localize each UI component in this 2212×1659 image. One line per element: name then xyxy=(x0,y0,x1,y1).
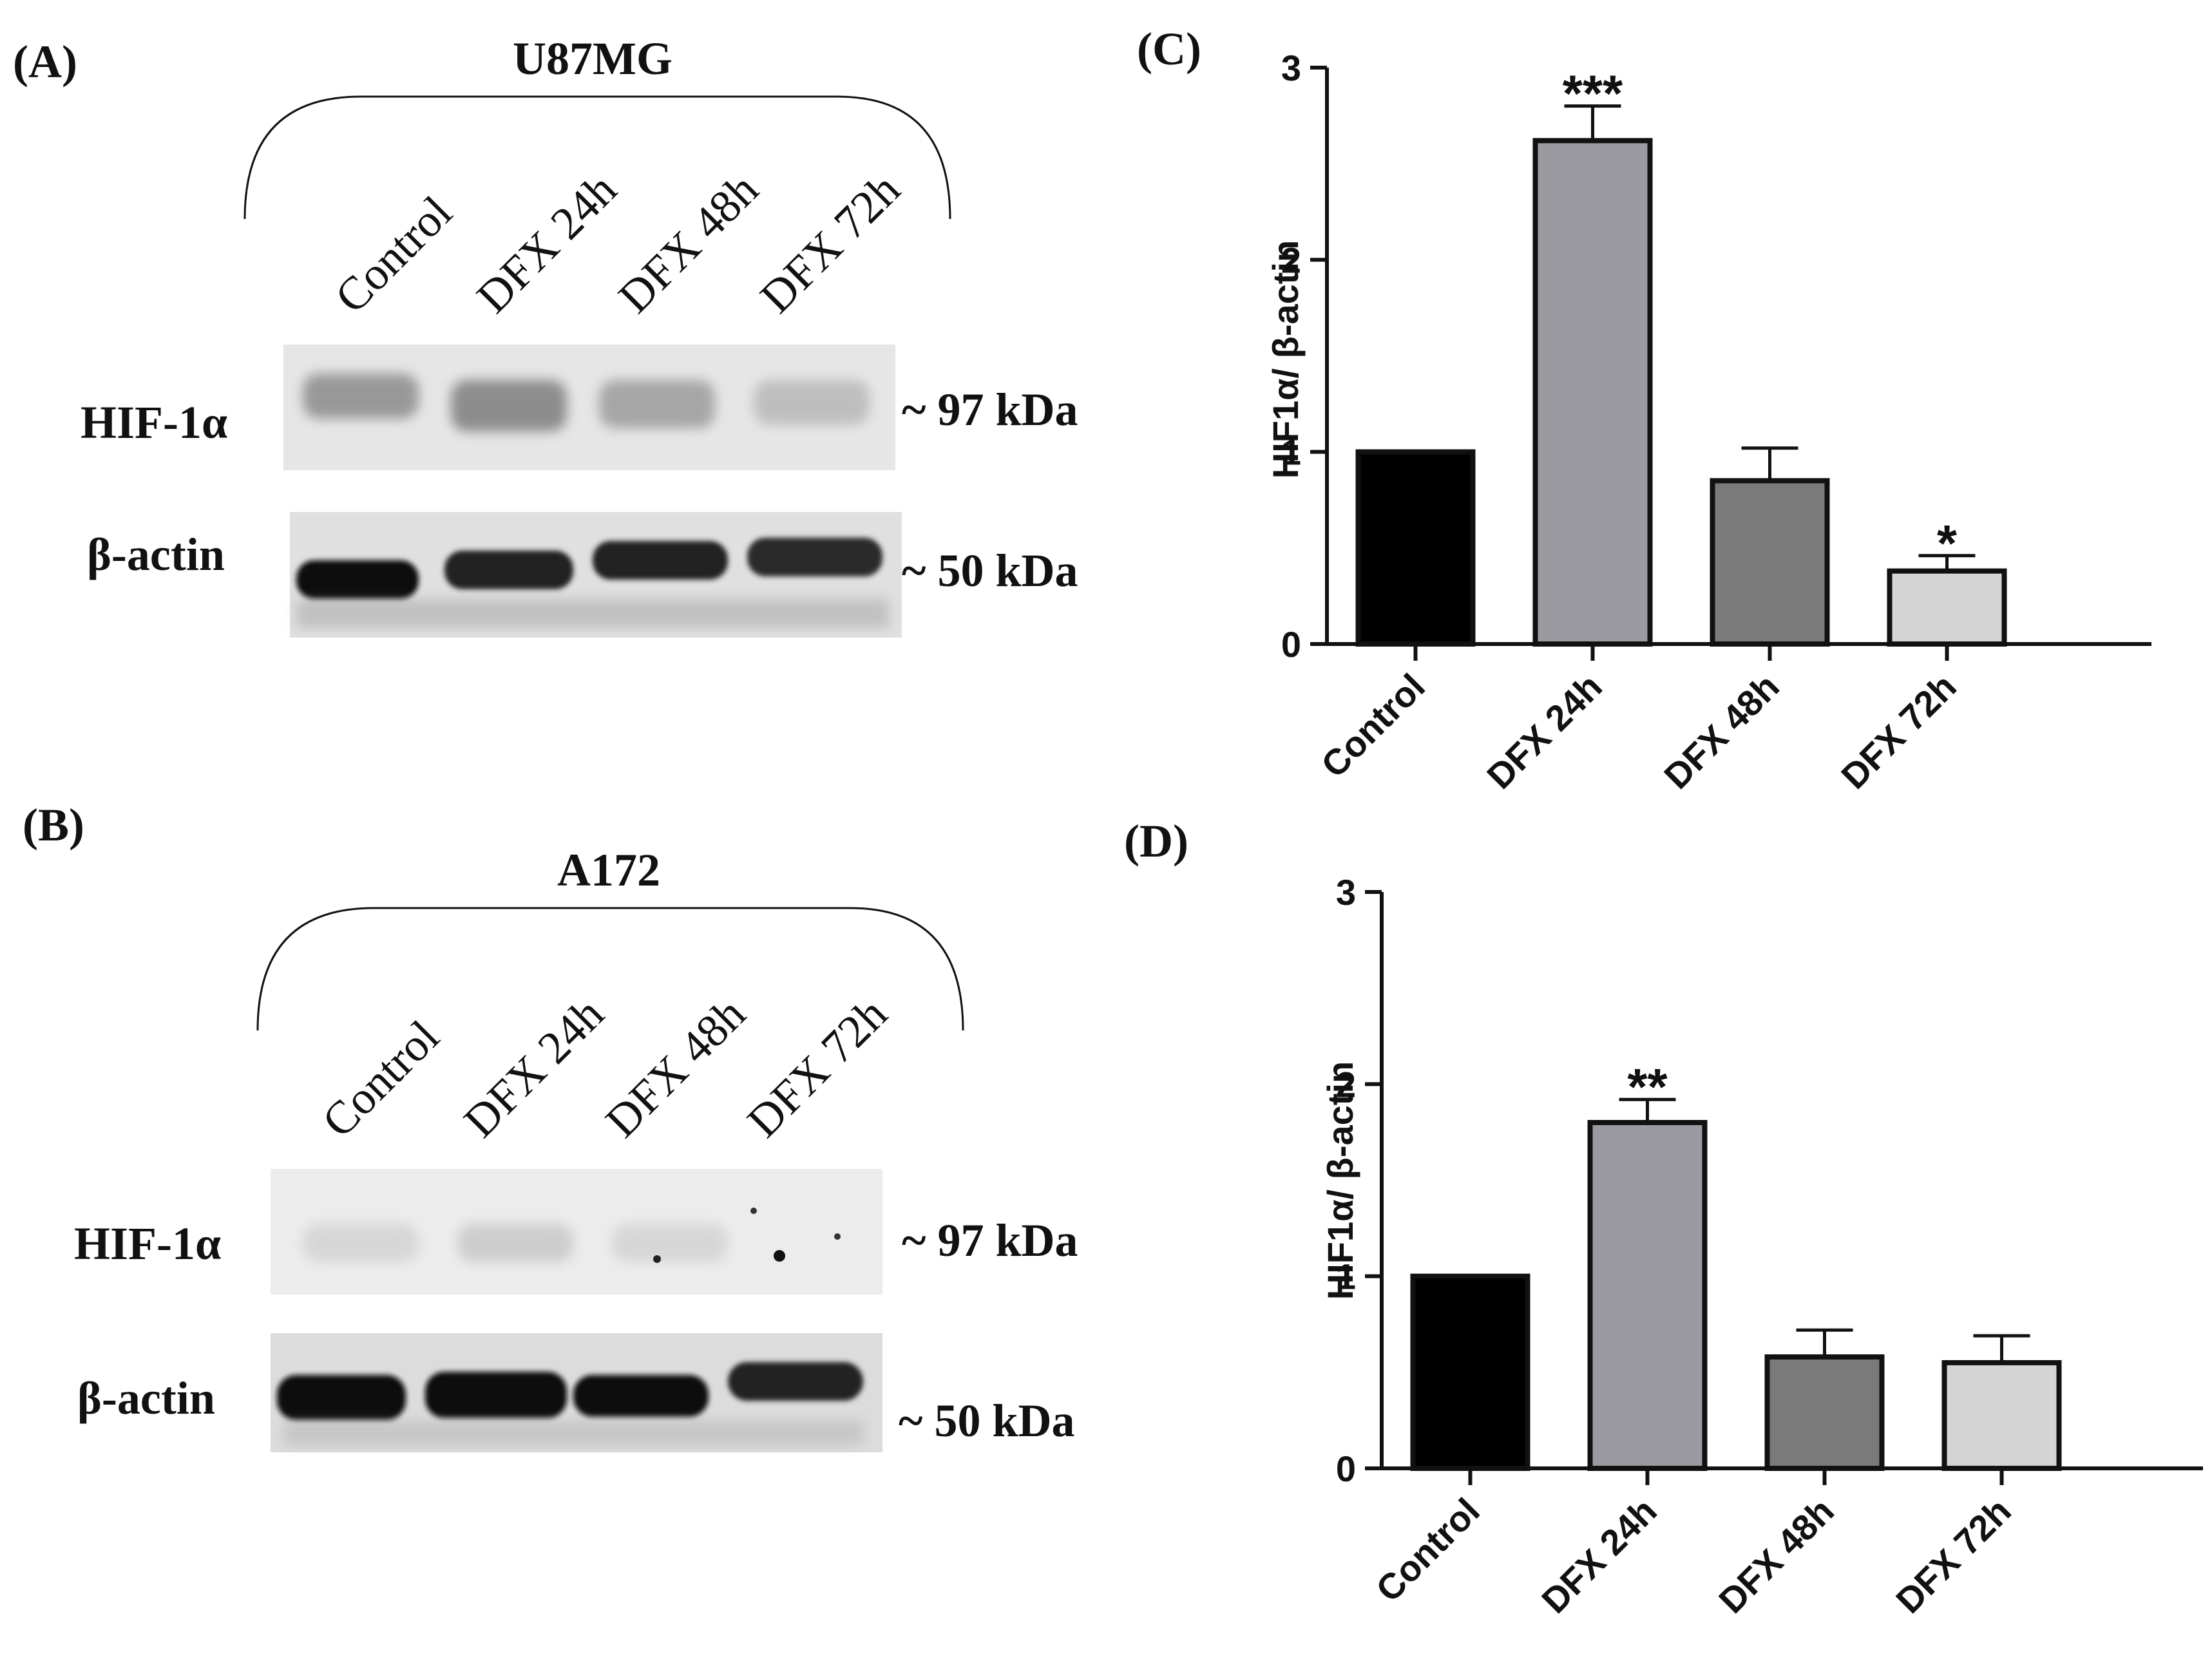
y-tick-label: 0 xyxy=(1336,1448,1356,1489)
dust-speck xyxy=(834,1233,841,1240)
panel-c-plot: 0 1 2 3 Control DFX 24h *** DFX 48h DFX 72h * xyxy=(1281,48,2151,797)
dust-speck xyxy=(774,1250,785,1262)
band xyxy=(612,1224,728,1262)
lane-label: DFX 48h xyxy=(596,988,756,1148)
panel-a-hif-size: ~ 97 kDa xyxy=(902,384,1078,435)
bar xyxy=(1887,568,2007,647)
panel-a-actin-size: ~ 50 kDa xyxy=(902,545,1078,596)
significance-marker: * xyxy=(1937,515,1958,572)
bar xyxy=(1355,449,1476,647)
panel-c-label: (C) xyxy=(1137,23,1201,75)
y-tick-label: 2 xyxy=(1281,240,1301,280)
band xyxy=(303,1224,419,1262)
band xyxy=(573,1375,709,1417)
panel-b-lane-labels: Control DFX 24h DFX 48h DFX 72h xyxy=(312,988,897,1148)
band xyxy=(747,538,882,576)
lane-label: DFX 24h xyxy=(467,164,627,323)
panel-b: (B) A172 Control DFX 24h DFX 48h DFX 72h… xyxy=(23,799,1078,1452)
lane-label: Control xyxy=(312,1010,449,1147)
significance-marker: ** xyxy=(1627,1058,1668,1115)
bar xyxy=(1410,1273,1530,1471)
panel-a-bracket xyxy=(243,95,951,220)
band xyxy=(728,1362,863,1401)
lane-label: Control xyxy=(325,186,462,323)
panel-b-bracket xyxy=(256,907,964,1031)
y-tick-label: 2 xyxy=(1336,1064,1356,1104)
bar xyxy=(1710,478,1830,647)
panel-b-hif-blot xyxy=(271,1169,882,1294)
panel-b-actin-size: ~ 50 kDa xyxy=(899,1395,1074,1446)
x-tick-label: Control xyxy=(1313,666,1433,785)
band xyxy=(277,1375,406,1420)
lane-label: DFX 72h xyxy=(738,988,897,1148)
bar xyxy=(1532,138,1653,647)
lane-label: DFX 24h xyxy=(454,988,614,1148)
panel-a-hif-blot xyxy=(283,345,895,470)
bar xyxy=(1587,1120,1708,1471)
bar xyxy=(1941,1360,2062,1472)
dust-speck xyxy=(750,1208,757,1214)
x-tick-label: DFX 24h xyxy=(1479,666,1610,797)
x-tick-label: DFX 72h xyxy=(1833,666,1964,797)
panel-d-ylabel: HIF1α/ β-actin xyxy=(1320,1061,1360,1300)
lane-label: DFX 48h xyxy=(609,164,768,323)
panel-b-actin-blot xyxy=(271,1333,882,1452)
panel-a-actin-blot xyxy=(290,512,902,638)
bar xyxy=(1764,1354,1885,1471)
panel-a: (A) U87MG Control DFX 24h DFX 48h DFX 72… xyxy=(13,33,1078,638)
band xyxy=(451,380,567,431)
panel-b-label: (B) xyxy=(23,799,84,851)
panel-b-hif-size: ~ 97 kDa xyxy=(902,1215,1078,1266)
band xyxy=(599,380,715,428)
x-tick-label: DFX 48h xyxy=(1711,1490,1842,1621)
band xyxy=(754,380,870,425)
x-tick-label: DFX 24h xyxy=(1534,1490,1664,1621)
panel-a-label: (A) xyxy=(13,36,77,88)
panel-b-hif-label: HIF-1α xyxy=(74,1218,221,1269)
y-tick-label: 3 xyxy=(1281,48,1301,88)
y-tick-label: 0 xyxy=(1281,624,1301,665)
band xyxy=(296,560,419,599)
y-tick-label: 1 xyxy=(1281,432,1301,473)
band xyxy=(593,541,728,580)
smear xyxy=(283,1420,863,1446)
panel-a-hif-label: HIF-1α xyxy=(81,397,227,448)
panel-a-cell-line: U87MG xyxy=(513,33,672,84)
y-tick-label: 3 xyxy=(1336,872,1356,913)
band xyxy=(425,1372,567,1418)
x-tick-label: Control xyxy=(1368,1490,1487,1609)
band xyxy=(444,551,573,589)
x-tick-label: DFX 48h xyxy=(1656,666,1787,797)
y-tick-label: 1 xyxy=(1336,1256,1356,1297)
x-tick-label: DFX 72h xyxy=(1888,1490,2019,1621)
panel-a-actin-label: β-actin xyxy=(87,529,225,580)
panel-d: (D) HIF1α/ β-actin 0 1 2 3 Control DFX 24h ** D… xyxy=(1124,815,2203,1621)
panel-c-ylabel: HIF1α/ β-actin xyxy=(1265,240,1306,479)
panel-d-plot: 0 1 2 3 Control DFX 24h ** DFX 48h DFX 72h xyxy=(1336,872,2203,1621)
band xyxy=(303,374,419,419)
panel-b-actin-label: β-actin xyxy=(77,1372,215,1424)
dust-speck xyxy=(653,1255,661,1263)
panel-a-lane-labels: Control DFX 24h DFX 48h DFX 72h xyxy=(325,164,910,323)
lane-label: DFX 72h xyxy=(750,164,910,323)
smear xyxy=(296,599,889,628)
significance-marker: *** xyxy=(1563,65,1623,122)
panel-d-label: (D) xyxy=(1124,815,1188,867)
panel-b-cell-line: A172 xyxy=(557,844,660,896)
band xyxy=(457,1224,573,1262)
